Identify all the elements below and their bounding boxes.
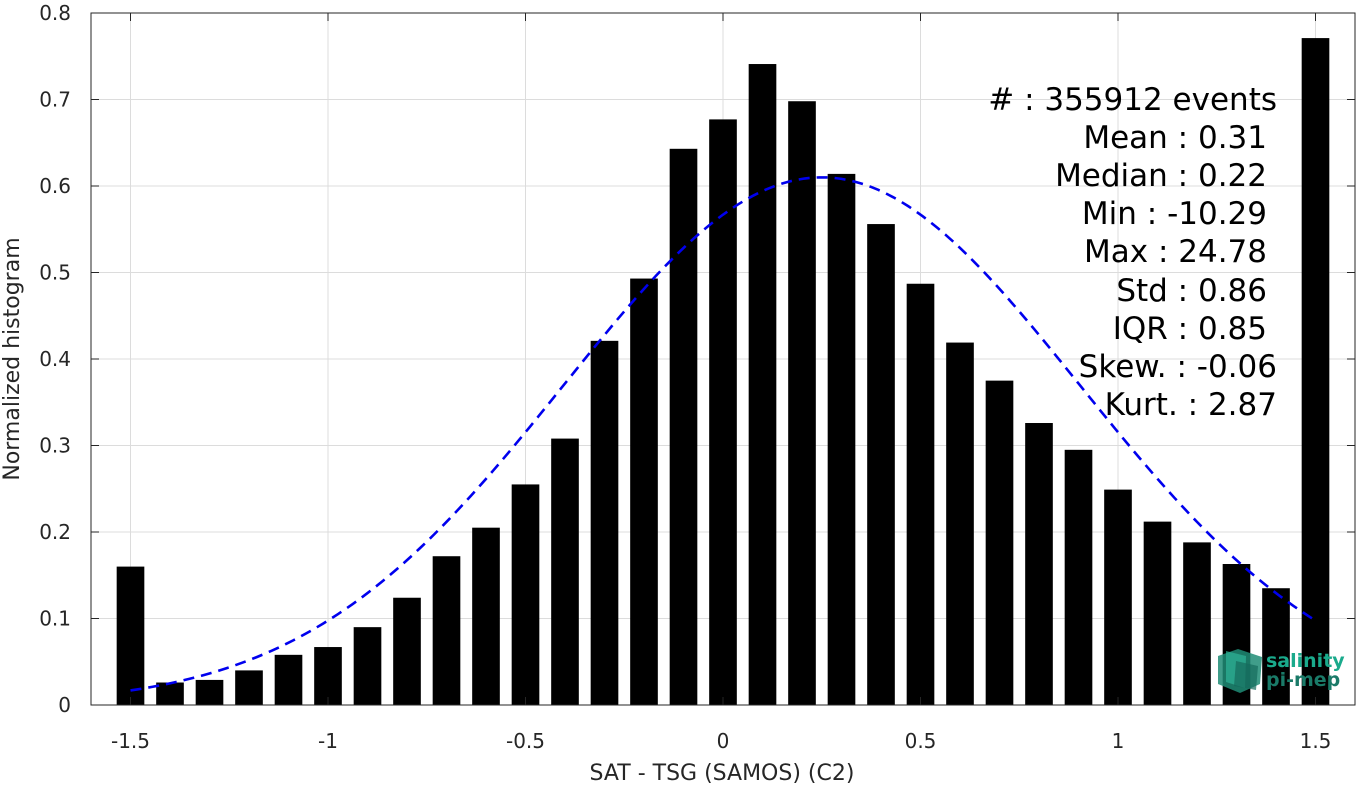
gaussian-fit-curve: [130, 176, 1317, 692]
bar: [1025, 423, 1053, 705]
bar: [551, 438, 579, 705]
x-tick-label: 0.5: [905, 729, 937, 753]
bar: [669, 148, 698, 705]
x-axis-ticks: -1.5 -1 -0.5 0 0.5 1 1.5: [111, 13, 1331, 753]
bar: [274, 654, 303, 705]
bar: [788, 101, 816, 706]
bar: [393, 597, 421, 705]
bar: [314, 647, 342, 705]
y-tick-label: 0.1: [39, 607, 71, 631]
bar: [906, 283, 935, 705]
y-tick-label: 0.3: [39, 434, 71, 458]
y-tick-label: 0.5: [39, 261, 71, 285]
bar: [432, 556, 461, 705]
stat-line: Median : 0.22: [1055, 158, 1267, 194]
stat-line: Std : 0.86: [1116, 273, 1267, 309]
logo-cube-icon: [1218, 649, 1262, 693]
x-tick-label: 0: [717, 729, 730, 753]
y-tick-label: 0.8: [39, 1, 71, 25]
stat-line: Max : 24.78: [1084, 234, 1267, 270]
y-tick-label: 0.2: [39, 520, 71, 544]
bar: [511, 484, 540, 705]
stat-line: Min : -10.29: [1082, 196, 1267, 232]
x-tick-label: -1: [318, 729, 338, 753]
logo-line1: salinity: [1266, 650, 1345, 672]
stat-line: IQR : 0.85: [1113, 311, 1267, 347]
y-tick-label: 0.4: [39, 347, 71, 371]
bar: [748, 64, 777, 705]
bar: [1104, 489, 1132, 705]
bar: [116, 566, 145, 705]
bar: [353, 627, 382, 705]
x-axis-label: SAT - TSG (SAMOS) (C2): [590, 761, 855, 785]
bar: [709, 119, 737, 705]
bar: [235, 670, 263, 705]
bar: [1143, 521, 1172, 705]
bar: [590, 340, 619, 705]
x-tick-label: 1: [1112, 729, 1125, 753]
salinity-pimep-logo: salinity pi-mep: [1218, 649, 1345, 693]
bar: [472, 527, 500, 705]
bar: [1301, 38, 1330, 705]
bar: [827, 173, 856, 705]
x-tick-label: -0.5: [506, 729, 545, 753]
bar: [1262, 588, 1290, 705]
bar: [1064, 449, 1093, 705]
bar: [1183, 542, 1211, 705]
stat-line: # : 355912 events: [988, 82, 1277, 118]
bar: [867, 224, 895, 705]
bar: [985, 380, 1014, 705]
stat-line: Skew. : -0.06: [1079, 349, 1277, 385]
stat-line: Kurt. : 2.87: [1105, 387, 1277, 423]
x-tick-label: 1.5: [1300, 729, 1332, 753]
y-tick-label: 0.6: [39, 174, 71, 198]
y-tick-label: 0: [58, 693, 71, 717]
bar: [156, 682, 184, 705]
bar: [630, 278, 658, 705]
stat-line: Mean : 0.31: [1083, 120, 1267, 156]
x-tick-label: -1.5: [111, 729, 150, 753]
bar-series: [116, 38, 1330, 706]
y-tick-label: 0.7: [39, 88, 71, 112]
y-axis-label: Normalized histogram: [0, 237, 25, 480]
bar: [946, 342, 974, 705]
logo-line2: pi-mep: [1266, 669, 1340, 691]
y-axis-ticks: 0 0.1 0.2 0.3 0.4 0.5 0.6 0.7 0.8: [39, 1, 1355, 717]
bar: [195, 679, 224, 705]
